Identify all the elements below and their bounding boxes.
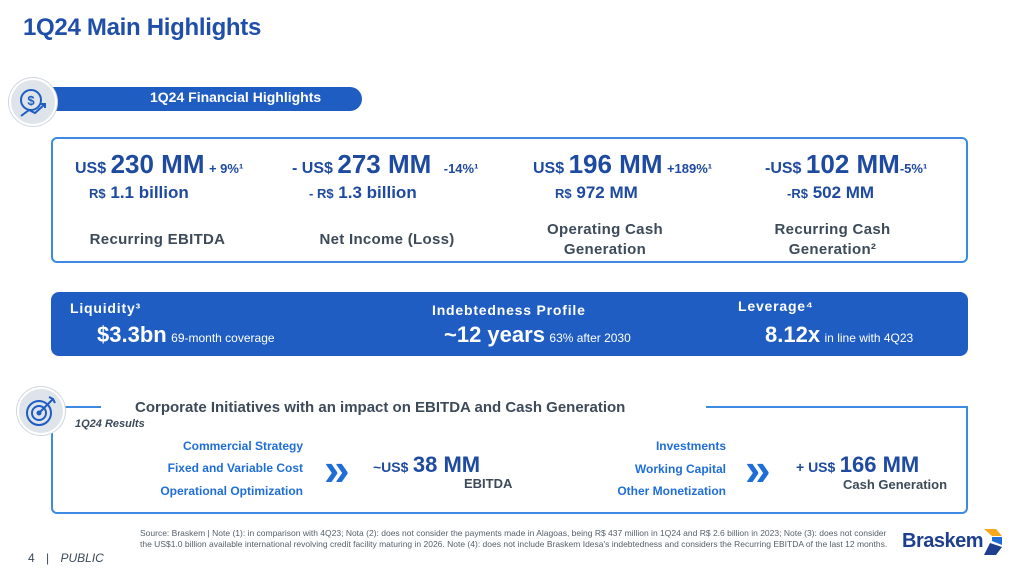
footer-separator: |: [46, 551, 50, 565]
indebtedness-value: ~12 years: [444, 322, 545, 347]
metric-recurring-cash: -US$ 102 MM-5%¹: [765, 149, 927, 180]
sub-amount: 1.3 billion: [338, 183, 417, 202]
leverage-heading: Leverage⁴: [738, 298, 814, 314]
link-fixed-variable-cost[interactable]: Fixed and Variable Cost: [167, 461, 303, 475]
currency-prefix: US$: [533, 160, 565, 177]
svg-text:$: $: [27, 93, 35, 108]
page-title: 1Q24 Main Highlights: [23, 14, 262, 41]
indebtedness-value-group: ~12 years 63% after 2030: [444, 322, 631, 348]
indebtedness-detail: 63% after 2030: [549, 331, 631, 345]
metric-label: Recurring Cash Generation²: [774, 221, 891, 258]
dollar-growth-icon: $: [9, 78, 57, 126]
currency-prefix: - US$: [292, 160, 333, 177]
sub-currency-prefix: R$: [89, 186, 106, 201]
double-chevron-right-icon: »: [745, 443, 770, 495]
link-operational-optimization[interactable]: Operational Optimization: [160, 484, 303, 498]
sub-amount: 972 MM: [576, 183, 638, 202]
sub-amount: 1.1 billion: [110, 183, 189, 202]
corporate-top-line-left: [51, 406, 101, 408]
link-commercial-strategy[interactable]: Commercial Strategy: [182, 439, 303, 453]
financial-highlights-label: 1Q24 Financial Highlights: [150, 89, 322, 105]
metric-sub-value: R$ 1.1 billion: [89, 183, 189, 203]
corporate-initiatives-box: [51, 406, 968, 514]
page-number: 4: [28, 551, 35, 565]
metric-recurring-ebitda: US$ 230 MM + 9%¹: [75, 149, 243, 180]
metric-sub-value: R$ 972 MM: [555, 183, 638, 203]
liquidity-bar: [51, 292, 968, 356]
sub-currency-prefix: -R$: [787, 186, 808, 201]
liquidity-detail: 69-month coverage: [171, 331, 275, 345]
indebtedness-heading: Indebtedness Profile: [432, 302, 586, 318]
financial-metrics-box: [51, 137, 968, 263]
braskem-logo-text: Braskem: [902, 530, 984, 552]
currency-prefix: US$: [75, 160, 107, 177]
ebitda-prefix: ~US$: [373, 459, 409, 475]
corporate-initiatives-title: Corporate Initiatives with an impact on …: [133, 399, 628, 416]
metric-net-income: - US$ 273 MM -14%¹: [292, 149, 478, 180]
leverage-detail: in line with 4Q23: [824, 331, 914, 345]
metric-sub-value: - R$ 1.3 billion: [309, 183, 417, 203]
classification-label: PUBLIC: [60, 551, 104, 565]
sub-currency-prefix: R$: [555, 186, 572, 201]
ebitda-result: ~US$ 38 MM: [373, 452, 480, 478]
ebitda-label: EBITDA: [464, 476, 513, 491]
cash-value: 166 MM: [839, 452, 920, 477]
corporate-top-line-right: [706, 406, 968, 408]
leverage-value-group: 8.12x in line with 4Q23: [765, 322, 913, 348]
metric-label: Recurring EBITDA: [89, 231, 226, 248]
metric-sub-value: -R$ 502 MM: [787, 183, 874, 203]
link-other-monetization[interactable]: Other Monetization: [617, 484, 726, 498]
metric-operating-cash: US$ 196 MM +189%¹: [533, 149, 712, 180]
metric-value: 196 MM: [568, 149, 663, 179]
braskem-logo-icon: [982, 527, 1004, 562]
financial-highlights-bar: [40, 87, 362, 111]
sub-currency-prefix: - R$: [309, 186, 334, 201]
metric-value: 230 MM: [110, 149, 205, 179]
currency-prefix: -US$: [765, 160, 802, 177]
ebitda-value: 38 MM: [412, 452, 481, 477]
metric-label: Operating Cash Generation: [547, 221, 663, 258]
sub-amount: 502 MM: [812, 183, 875, 202]
liquidity-value: $3.3bn: [97, 322, 167, 347]
metric-value: 273 MM: [337, 149, 432, 179]
leverage-value: 8.12x: [765, 322, 821, 347]
corporate-subtitle: 1Q24 Results: [75, 418, 145, 430]
liquidity-value-group: $3.3bn 69-month coverage: [97, 322, 275, 348]
liquidity-heading: Liquidity³: [70, 300, 141, 316]
metric-change: -14%¹: [443, 161, 479, 176]
target-icon: [17, 387, 65, 435]
metric-change: -5%¹: [899, 161, 928, 176]
metric-label: Net Income (Loss): [319, 231, 455, 248]
metric-value: 102 MM: [805, 149, 900, 179]
page-footer: 4 | PUBLIC: [28, 551, 104, 565]
cash-generation-label: Cash Generation: [843, 477, 948, 492]
metric-change: + 9%¹: [208, 161, 244, 176]
link-investments[interactable]: Investments: [655, 439, 726, 453]
source-footnote: Source: Braskem | Note (1): in compariso…: [140, 528, 888, 549]
cash-prefix: + US$: [796, 459, 836, 475]
metric-change: +189%¹: [666, 161, 713, 176]
cash-generation-result: + US$ 166 MM: [796, 452, 919, 478]
double-chevron-right-icon: »: [324, 443, 349, 495]
link-working-capital[interactable]: Working Capital: [634, 462, 726, 476]
